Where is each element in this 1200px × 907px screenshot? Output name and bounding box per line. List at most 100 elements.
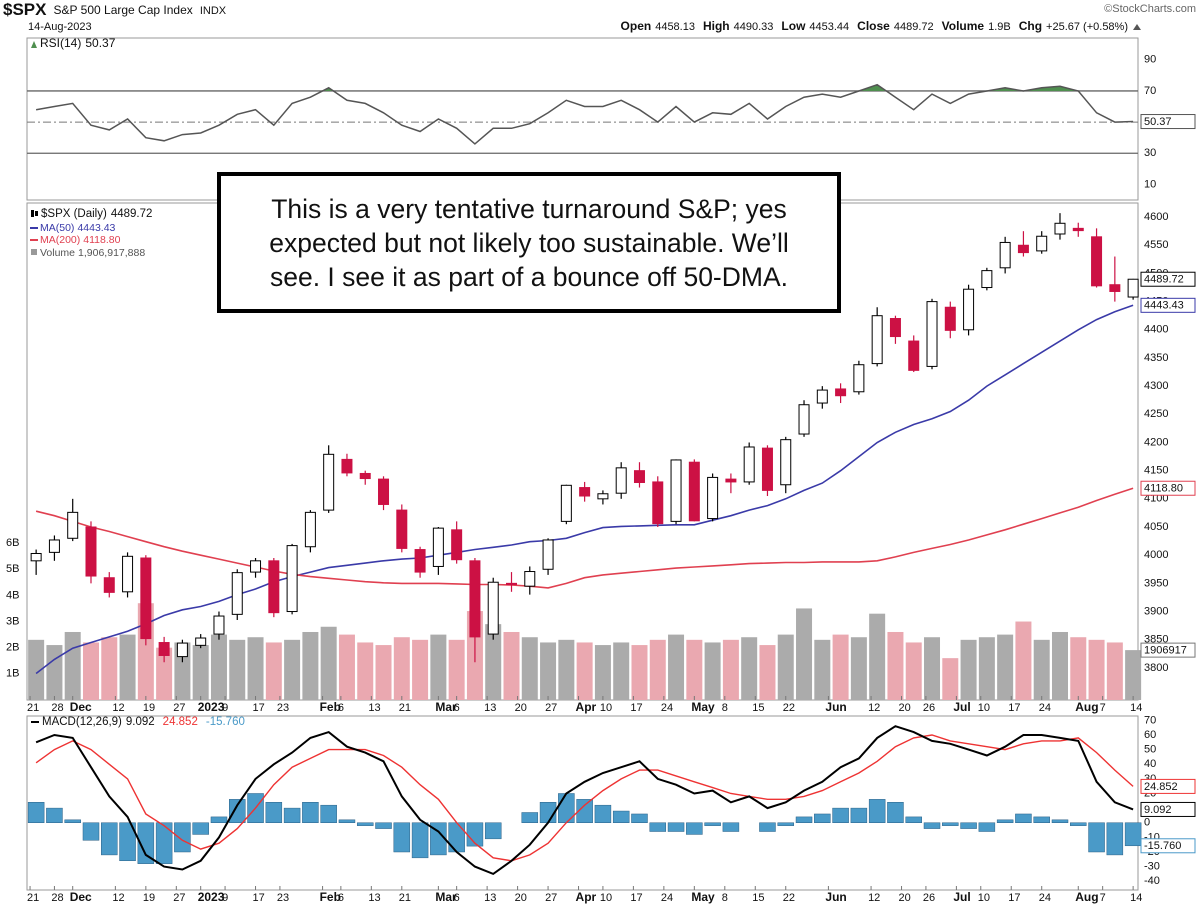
volume-bar (64, 631, 81, 700)
volume-bar (540, 642, 557, 700)
histogram-bar (338, 819, 356, 823)
y-tick-label: 0 (1144, 817, 1150, 829)
volume-bar (521, 637, 538, 700)
volume-bar (28, 639, 45, 700)
volume-bar (302, 631, 319, 700)
y-tick-label: 40 (1144, 758, 1156, 770)
moving-average (35, 487, 1134, 589)
moving-average (35, 304, 1134, 675)
y-tick-label: 3950 (1144, 577, 1168, 589)
x-tick-label: 20 (515, 892, 527, 904)
histogram-bar (868, 799, 886, 823)
histogram-bar (356, 822, 374, 826)
quote-value: 4453.44 (809, 21, 849, 33)
volume-bar (942, 658, 959, 700)
volume-bar (978, 637, 995, 700)
y-tick-label: 4050 (1144, 521, 1168, 533)
candle-body (963, 288, 975, 331)
y-tick-label: 90 (1144, 54, 1156, 66)
histogram-bar (923, 822, 941, 829)
histogram-bar (960, 822, 977, 829)
candle-body (1109, 284, 1121, 292)
x-tick-label: 12 (112, 702, 124, 714)
candle-body (140, 557, 152, 640)
quote-value: 1.9B (988, 21, 1011, 33)
x-tick-label: 17 (253, 702, 265, 714)
histogram-bar (1070, 822, 1087, 826)
volume-bar (905, 642, 922, 700)
candle-body (743, 446, 755, 483)
histogram-bar (82, 822, 100, 841)
x-tick-label: Dec (70, 890, 92, 904)
candle-body (542, 539, 554, 570)
legend: RSI(14) 50.37 (40, 36, 116, 50)
candle-body (835, 388, 847, 397)
x-tick-label: 10 (978, 702, 990, 714)
volume-bar (777, 634, 794, 700)
x-tick-label: 24 (1039, 702, 1051, 714)
y-tick-label: 4600 (1144, 211, 1168, 223)
legend-icon (31, 41, 37, 48)
x-tick-label: 15 (752, 892, 764, 904)
histogram-bar (64, 819, 81, 823)
candle-body (652, 481, 664, 525)
volume-bar (704, 642, 721, 700)
quote-line: Open 4458.13 High 4490.33 Low 4453.44 Close 448… (621, 19, 1128, 33)
quote-label: Low (781, 19, 806, 33)
candle-body (286, 545, 298, 613)
x-tick-label: 20 (515, 702, 527, 714)
candle-body (506, 582, 518, 585)
quote-label: Open (621, 19, 652, 33)
legend-name: $SPX (Daily) (41, 208, 107, 220)
value-tag-box (1140, 480, 1196, 496)
volume-bar (668, 634, 685, 700)
candle-body (469, 560, 481, 638)
volume-bar (631, 645, 648, 700)
candle-body (798, 404, 810, 435)
histogram-bar (265, 802, 283, 823)
histogram-bar (430, 822, 447, 856)
candle-body (213, 615, 225, 635)
annotation-line: see. I see it as part of a bounce off 50… (270, 262, 788, 292)
candle-body (981, 270, 993, 289)
x-tick-label: 10 (978, 892, 990, 904)
x-tick-label: 27 (173, 892, 185, 904)
x-tick-label: 14 (1130, 892, 1142, 904)
volume-bar (1106, 642, 1123, 700)
x-tick-label: Mar (435, 700, 457, 714)
candle-body (707, 476, 719, 520)
x-tick-label: 19 (143, 702, 155, 714)
x-tick-label: 13 (368, 892, 380, 904)
quote-label: Volume (942, 19, 985, 33)
x-tick-label: 17 (1008, 892, 1020, 904)
x-tick-label: 21 (399, 702, 411, 714)
candle-body (487, 581, 499, 635)
candle-body (889, 318, 901, 338)
histogram-bar (1088, 822, 1105, 853)
candle-body (1072, 227, 1084, 232)
y-tick-label: 3800 (1144, 662, 1168, 674)
x-tick-label: 12 (868, 702, 880, 714)
histogram-bar (192, 822, 209, 835)
x-tick-label: 20 (899, 892, 911, 904)
y-tick-label: -30 (1144, 861, 1160, 873)
candle-body (853, 364, 865, 393)
quote-label: Chg (1019, 19, 1042, 33)
candle-body (1091, 236, 1103, 287)
x-tick-label: 7 (1100, 892, 1106, 904)
candle-body (85, 526, 97, 577)
x-tick-label: 26 (923, 892, 935, 904)
annotation-line: expected but not likely too sustainable.… (269, 228, 789, 258)
histogram-bar (283, 807, 301, 823)
x-tick-label: 13 (368, 702, 380, 714)
candle-body (378, 478, 390, 505)
x-tick-label: 12 (868, 892, 880, 904)
x-tick-label: 13 (484, 892, 496, 904)
histogram-bar (649, 822, 667, 832)
candle-body (48, 539, 60, 553)
legend: Volume 1,906,917,888 (40, 247, 145, 259)
candle-body (615, 467, 627, 494)
value-tag: 24.852 (1144, 781, 1178, 793)
y-tick-label: 50 (1144, 744, 1156, 756)
x-tick-label: Jul (953, 890, 970, 904)
